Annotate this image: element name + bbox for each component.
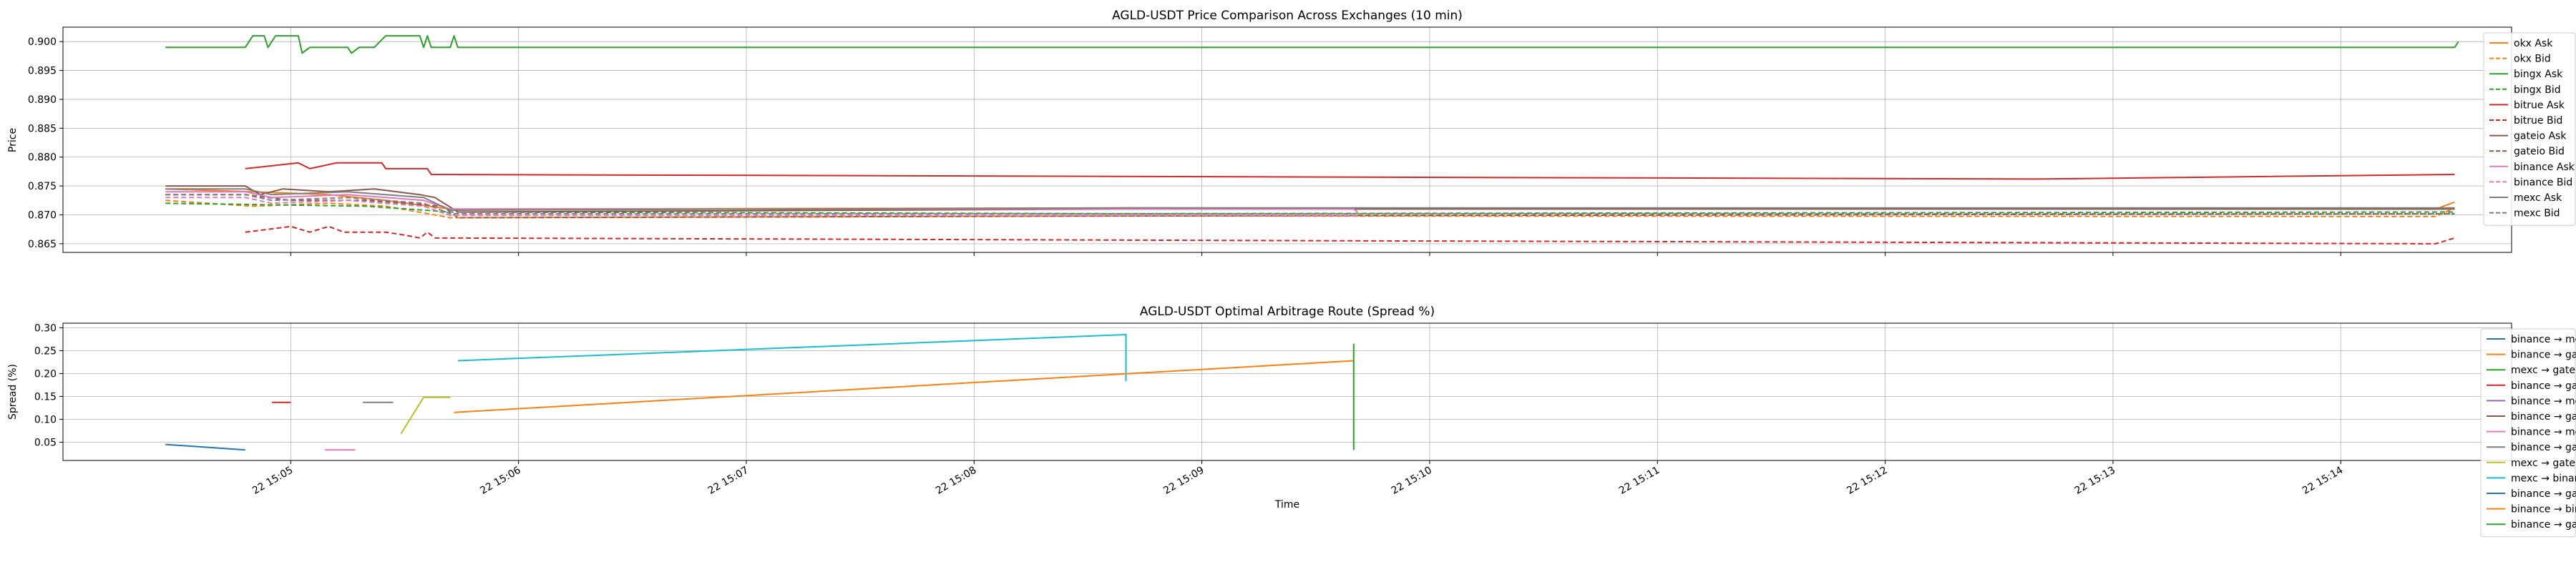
- price-legend-label: okx Ask: [2514, 38, 2553, 49]
- price-series: [165, 35, 2459, 245]
- spread-legend-label: binance → gateio: [2511, 442, 2576, 453]
- spread-grid: [63, 323, 2512, 460]
- price-y-tick-label: 0.865: [28, 239, 57, 250]
- spread-x-tick-label: 22 15:09: [1161, 465, 1206, 497]
- price-y-tick-label: 0.880: [28, 152, 57, 164]
- spread-legend-label: mexc → binance: [2511, 473, 2576, 484]
- price-legend-label: bingx Bid: [2514, 84, 2561, 96]
- price-legend-label: mexc Bid: [2514, 208, 2560, 220]
- spread-x-tick-label: 22 15:10: [1390, 465, 1434, 497]
- price-series-line: [245, 162, 2455, 180]
- price-legend-box: [2483, 32, 2576, 226]
- spread-legend-label: binance → gateio: [2511, 411, 2576, 423]
- spread-x-tick-label: 22 15:12: [1845, 465, 1889, 497]
- spread-series: [165, 334, 1355, 451]
- spread-x-tick-label: 22 15:11: [1617, 465, 1662, 497]
- spread-y-tick-label: 0.30: [34, 322, 57, 334]
- spread-legend-label: binance → gateio: [2511, 350, 2576, 361]
- spread-y-tick-label: 0.15: [34, 391, 57, 403]
- spread-x-tick-label: 22 15:06: [478, 465, 522, 497]
- spread-x-tick-label: 22 15:14: [2301, 465, 2345, 497]
- price-y-tick-label: 0.900: [28, 36, 57, 48]
- price-legend-label: binance Bid: [2514, 177, 2572, 188]
- price-chart-title: AGLD-USDT Price Comparison Across Exchan…: [1112, 9, 1463, 23]
- spread-y-axis-label: Spread (%): [7, 364, 19, 420]
- spread-x-tick-label: 22 15:05: [250, 465, 295, 497]
- spread-legend: binance → mexc binance → gateio mexc → gat…: [2480, 328, 2576, 538]
- spread-series-line: [165, 443, 245, 451]
- price-y-tick-label: 0.890: [28, 94, 57, 106]
- price-series-line: [165, 194, 2455, 214]
- price-y-tick-label: 0.875: [28, 181, 57, 192]
- spread-y-ticks: 0.05 0.10 0.15 0.20 0.25 0.30: [34, 322, 63, 448]
- spread-x-ticks: 22 15:05 22 15:06 22 15:07 22 15:08 22 15:09…: [250, 460, 2345, 497]
- price-series-line: [165, 191, 1358, 213]
- price-legend-label: gateio Bid: [2514, 146, 2565, 157]
- price-series-line: [165, 35, 2459, 54]
- spread-x-tick-label: 22 15:07: [706, 465, 751, 497]
- price-y-ticks: 0.865 0.870 0.875 0.880 0.885 0.890 0.895 0.900: [28, 36, 63, 250]
- spread-panel: 0.050.100.150.200.250.30 22 15:05 22 15:0…: [7, 305, 2576, 538]
- price-legend-label: bitrue Ask: [2514, 99, 2565, 111]
- spread-series-line: [400, 396, 451, 435]
- price-legend-label: mexc Ask: [2514, 192, 2562, 204]
- spread-legend-label: mexc → gateio: [2511, 458, 2576, 469]
- spread-chart-title: AGLD-USDT Optimal Arbitrage Route (Sprea…: [1140, 305, 1435, 319]
- price-plot-area: [63, 27, 2512, 252]
- spread-legend-label: binance → mexc: [2511, 395, 2576, 407]
- spread-x-tick-label: 22 15:13: [2073, 465, 2117, 497]
- spread-series-line: [457, 334, 1127, 382]
- price-legend: okx Ask okx Bid bingx Ask bingx Bid bitrue A…: [2483, 32, 2576, 226]
- price-y-tick-label: 0.870: [28, 210, 57, 222]
- price-legend-label: okx Bid: [2514, 54, 2551, 65]
- spread-legend-label: mexc → gateio: [2511, 365, 2576, 376]
- price-legend-label: bingx Ask: [2514, 69, 2563, 80]
- price-y-axis-label: Price: [7, 128, 19, 152]
- spread-y-tick-label: 0.20: [34, 368, 57, 380]
- price-legend-label: bitrue Bid: [2514, 115, 2562, 127]
- spread-plot-area: [63, 323, 2512, 460]
- price-panel: 0.865 0.870 0.875 0.880 0.885 0.890 0.895 0.900…: [7, 9, 2576, 256]
- price-series-line: [165, 199, 2455, 219]
- price-series-line: [165, 188, 2455, 211]
- price-x-ticks: [290, 252, 2341, 256]
- spread-legend-label: binance → mexc: [2511, 427, 2576, 438]
- spread-x-tick-label: 22 15:08: [934, 465, 978, 497]
- price-legend-label: binance Ask: [2514, 162, 2575, 173]
- spread-legend-label: binance → gateio: [2511, 488, 2576, 500]
- spread-y-tick-label: 0.05: [34, 437, 57, 448]
- spread-series-line: [454, 360, 1354, 413]
- price-y-tick-label: 0.895: [28, 66, 57, 77]
- spread-y-tick-label: 0.10: [34, 414, 57, 425]
- price-y-tick-label: 0.885: [28, 123, 57, 134]
- spread-legend-label: binance → bingx: [2511, 504, 2576, 516]
- spread-legend-label: binance → gateio: [2511, 380, 2576, 392]
- spread-y-tick-label: 0.25: [34, 345, 57, 357]
- spread-legend-label: binance → mexc: [2511, 334, 2576, 345]
- spread-legend-label: binance → gateio: [2511, 519, 2576, 531]
- spread-legend-box: [2480, 328, 2576, 538]
- spread-x-axis-label: Time: [1274, 499, 1299, 511]
- price-legend-label: gateio Ask: [2514, 131, 2567, 142]
- price-series-line: [165, 197, 1358, 217]
- price-series-line: [245, 225, 2455, 245]
